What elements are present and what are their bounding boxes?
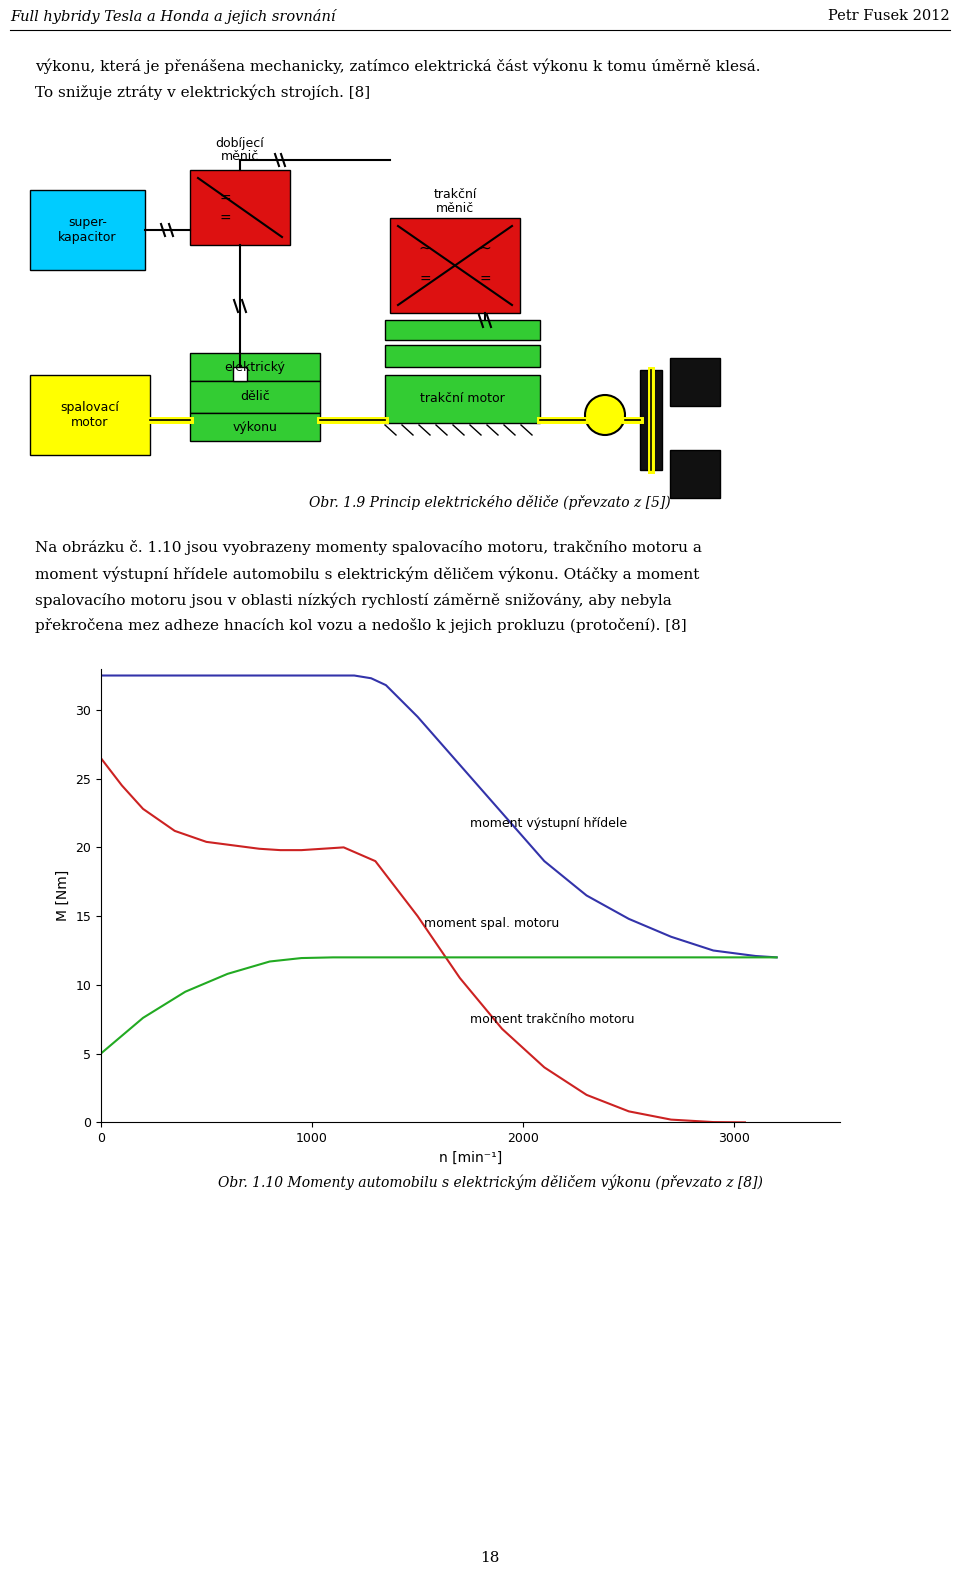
Text: Obr. 1.10 Momenty automobilu s elektrickým děličem výkonu (převzato z [8]): Obr. 1.10 Momenty automobilu s elektrick… — [218, 1175, 762, 1189]
Text: dobíjecí: dobíjecí — [216, 137, 264, 150]
Bar — [190, 170, 290, 245]
Text: ~: ~ — [419, 240, 431, 256]
Bar — [385, 320, 540, 341]
Y-axis label: M [Nm]: M [Nm] — [56, 869, 70, 922]
Text: ~: ~ — [479, 240, 492, 256]
Bar — [385, 376, 540, 423]
Text: elektrický: elektrický — [225, 360, 285, 374]
Text: =: = — [479, 272, 491, 287]
Text: dělič: dělič — [240, 390, 270, 403]
Text: =: = — [420, 272, 431, 287]
Bar — [190, 380, 320, 412]
Bar — [233, 368, 247, 380]
Text: trakční motor: trakční motor — [420, 393, 505, 406]
Text: výkonu: výkonu — [232, 420, 277, 433]
Text: =: = — [219, 212, 230, 226]
Text: Na obrázku č. 1.10 jsou vyobrazeny momenty spalovacího motoru, trakčního motoru : Na obrázku č. 1.10 jsou vyobrazeny momen… — [35, 540, 702, 556]
Bar — [30, 376, 150, 455]
Text: Petr Fusek 2012: Petr Fusek 2012 — [828, 10, 950, 22]
Circle shape — [585, 395, 625, 435]
Text: 18: 18 — [480, 1551, 500, 1565]
Text: měnič: měnič — [221, 151, 259, 164]
Text: trakční: trakční — [433, 188, 477, 202]
Text: spalovací
motor: spalovací motor — [60, 401, 119, 428]
Bar — [670, 358, 720, 406]
Text: moment trakčního motoru: moment trakčního motoru — [470, 1014, 635, 1027]
Text: spalovacího motoru jsou v oblasti nízkých rychlostí záměrně snižovány, aby nebyl: spalovacího motoru jsou v oblasti nízkýc… — [35, 592, 672, 608]
Bar — [30, 189, 145, 271]
Text: výkonu, která je přenášena mechanicky, zatímco elektrická část výkonu k tomu úmě: výkonu, která je přenášena mechanicky, z… — [35, 57, 760, 73]
Text: To snižuje ztráty v elektrických strojích. [8]: To snižuje ztráty v elektrických strojíc… — [35, 84, 371, 100]
Bar — [385, 345, 540, 368]
Bar — [190, 412, 320, 441]
Text: =: = — [219, 191, 230, 205]
Text: moment výstupní hřídele: moment výstupní hřídele — [470, 817, 628, 829]
Bar — [670, 451, 720, 498]
Bar — [390, 218, 520, 314]
Bar — [640, 369, 662, 470]
Text: Obr. 1.9 Princip elektrického děliče (převzato z [5]): Obr. 1.9 Princip elektrického děliče (př… — [309, 495, 671, 509]
Text: měnič: měnič — [436, 202, 474, 215]
Bar — [190, 353, 320, 380]
Text: moment spal. motoru: moment spal. motoru — [424, 917, 559, 930]
Text: moment výstupní hřídele automobilu s elektrickým děličem výkonu. Otáčky a moment: moment výstupní hřídele automobilu s ele… — [35, 567, 700, 581]
Text: překročena mez adheze hnacích kol vozu a nedošlo k jejich prokluzu (protočení). : překročena mez adheze hnacích kol vozu a… — [35, 618, 686, 634]
Text: super-
kapacitor: super- kapacitor — [59, 217, 117, 244]
X-axis label: n [min⁻¹]: n [min⁻¹] — [439, 1151, 502, 1165]
Text: Full hybridy Tesla a Honda a jejich srovnání: Full hybridy Tesla a Honda a jejich srov… — [10, 8, 335, 24]
